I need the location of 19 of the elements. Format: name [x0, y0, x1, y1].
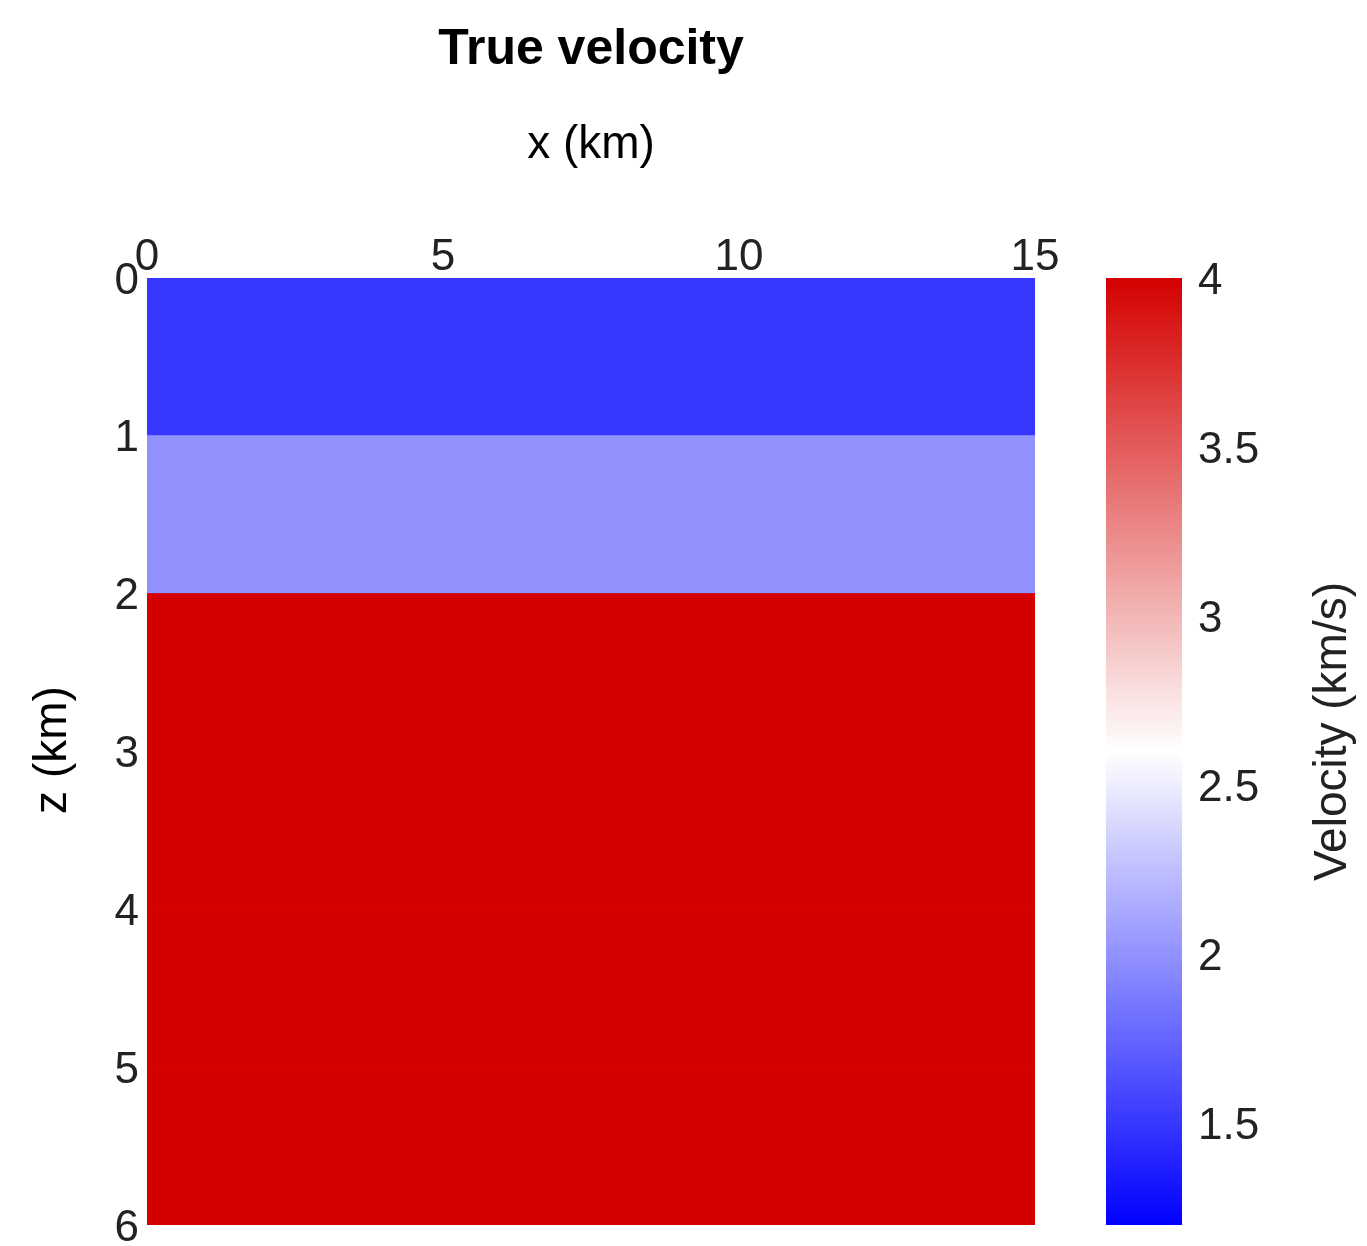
x-tick-label: 5	[430, 230, 456, 279]
color-bar-title: Velocity (km/s)	[1304, 581, 1356, 882]
y-tick-label: 4	[114, 884, 139, 934]
x-tick-label: 15	[1010, 230, 1060, 279]
color-bar-label: 3.5	[1198, 422, 1260, 472]
color-bar-label: 4	[1198, 253, 1223, 303]
color-bar-label: 3	[1198, 591, 1223, 641]
color-bar-label: 2	[1198, 929, 1223, 979]
color-bar-label: 2.5	[1198, 760, 1260, 810]
y-tick-label: 6	[114, 1200, 139, 1246]
y-tick-label: 2	[114, 569, 139, 619]
color-bar-label: 1.5	[1198, 1099, 1260, 1149]
y-tick-label: 5	[114, 1042, 139, 1092]
y-tick-label: 1	[114, 411, 139, 461]
x-axis-title: x (km)	[526, 115, 656, 169]
x-tick-label: 10	[714, 230, 764, 279]
y-tick-label: 3	[114, 727, 139, 777]
y-axis-title: z (km)	[23, 686, 77, 814]
chart-title: True velocity	[437, 18, 745, 76]
